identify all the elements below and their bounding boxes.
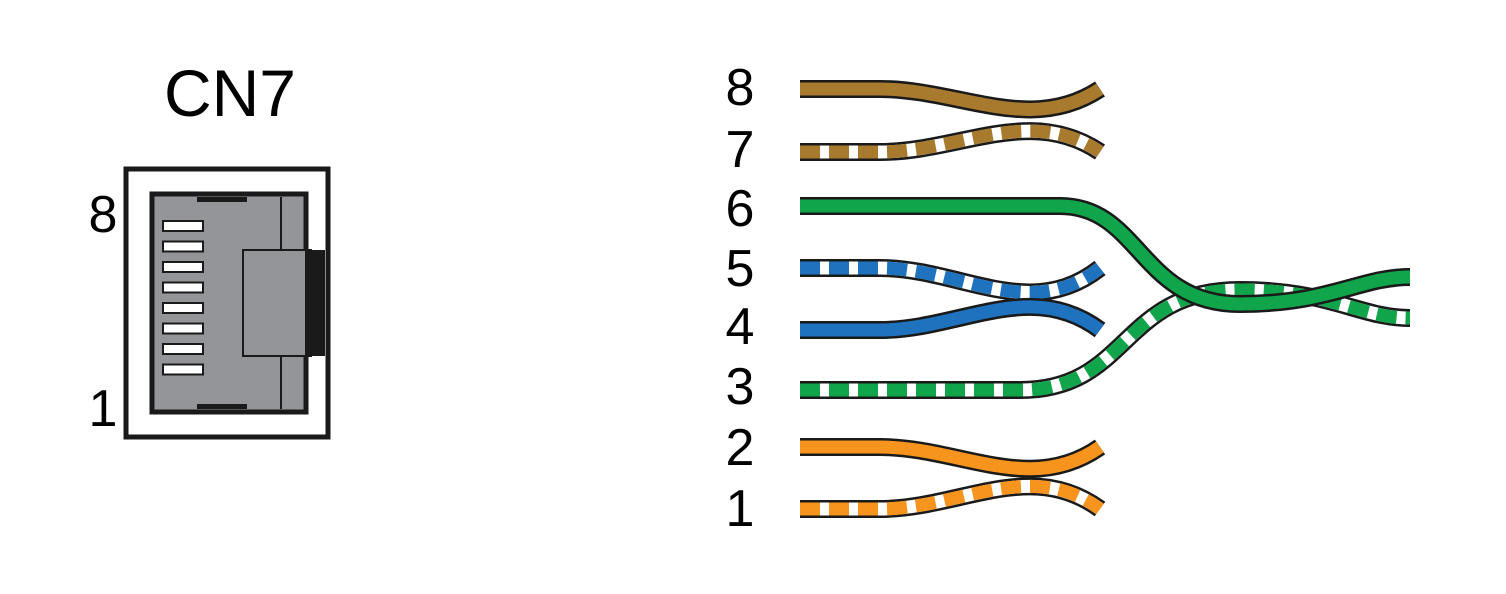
wire-label-6: 6 bbox=[726, 180, 755, 238]
jack-latch-tab bbox=[305, 250, 325, 356]
contact-pin-7 bbox=[162, 240, 204, 253]
wire-label-2: 2 bbox=[726, 419, 755, 477]
wire-label-3: 3 bbox=[726, 358, 755, 416]
jack-latch bbox=[242, 249, 312, 357]
contact-pin-8 bbox=[162, 220, 204, 232]
contact-pin-6 bbox=[162, 261, 204, 273]
contact-pin-1 bbox=[162, 363, 204, 376]
wire-2-solid bbox=[800, 438, 1106, 478]
wire-5-striped bbox=[800, 259, 1106, 302]
jack-bottom-rim bbox=[197, 404, 247, 409]
rj45-connector: CN7 8 1 bbox=[89, 56, 331, 440]
wire-label-8: 8 bbox=[726, 59, 755, 117]
jack-contacts bbox=[162, 220, 204, 376]
connector-pin-top-label: 8 bbox=[89, 186, 118, 244]
wire-label-5: 5 bbox=[726, 240, 755, 298]
wire-8-solid bbox=[800, 80, 1105, 119]
contact-pin-3 bbox=[162, 322, 204, 335]
wire-1-striped bbox=[800, 477, 1106, 518]
connector-pin-bottom-label: 1 bbox=[89, 380, 118, 438]
contact-pin-2 bbox=[162, 343, 204, 355]
wire-label-1: 1 bbox=[726, 480, 755, 538]
wire-label-7: 7 bbox=[726, 121, 755, 179]
contact-pin-5 bbox=[162, 281, 204, 294]
wire-bundle bbox=[800, 80, 1411, 518]
contact-pin-4 bbox=[162, 302, 204, 314]
wire-3-striped bbox=[800, 281, 1411, 399]
jack-top-rim bbox=[197, 197, 247, 202]
wire-label-4: 4 bbox=[726, 298, 755, 356]
wire-4-solid bbox=[800, 297, 1106, 339]
wire-7-striped bbox=[800, 122, 1106, 161]
connector-title: CN7 bbox=[164, 56, 296, 130]
wire-6-solid bbox=[800, 197, 1411, 313]
